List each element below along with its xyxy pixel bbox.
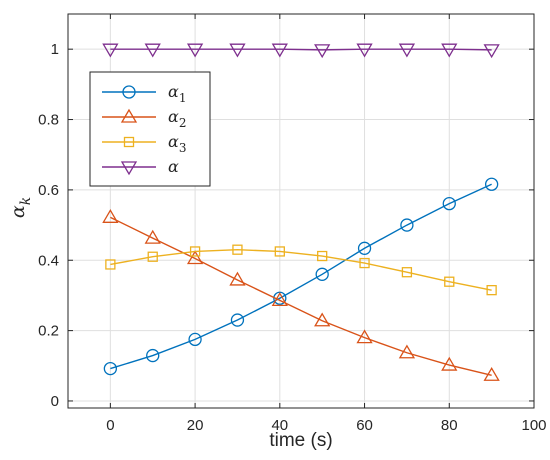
x-tick-label: 80 <box>441 417 458 434</box>
data-point <box>317 250 328 262</box>
data-point <box>441 43 458 58</box>
plot-frame <box>67 13 535 409</box>
x-tick-label: 60 <box>356 417 373 434</box>
data-point <box>147 251 158 262</box>
y-tick-label: 0.8 <box>38 112 59 129</box>
data-point <box>315 267 329 281</box>
data-point <box>146 348 160 363</box>
data-point <box>232 244 243 255</box>
x-tick-label: 20 <box>187 417 204 434</box>
data-point <box>186 43 204 58</box>
series-line <box>110 183 492 370</box>
data-point <box>442 196 456 211</box>
data-point <box>229 271 246 286</box>
data-point <box>356 43 373 58</box>
data-point <box>230 313 245 327</box>
data-point <box>483 44 500 59</box>
legend-item: α2 <box>102 107 186 130</box>
data-point <box>271 292 288 307</box>
legend-item: α <box>102 157 179 176</box>
data-point <box>144 43 161 58</box>
legend-marker <box>122 85 136 99</box>
legend-box <box>89 71 211 187</box>
data-point <box>398 43 416 58</box>
data-point <box>314 44 331 59</box>
y-axis-label-sub: k <box>18 197 34 205</box>
series-line <box>110 248 492 291</box>
series-1 <box>103 177 499 376</box>
ticks: 0 20 40 60 80 100 0 0.2 0.4 0.6 0.8 1 <box>38 14 547 434</box>
data-point <box>441 356 458 371</box>
data-point <box>398 344 416 359</box>
series-4 <box>102 43 500 59</box>
data-point <box>359 257 370 269</box>
data-point <box>401 267 413 278</box>
series-2 <box>102 209 500 381</box>
y-tick-label: 0.2 <box>38 323 59 340</box>
data-point <box>486 285 497 296</box>
series-line <box>110 48 492 51</box>
series-3 <box>105 244 497 296</box>
legend-marker <box>120 108 138 123</box>
x-tick-label: 40 <box>271 417 288 434</box>
data-point <box>444 276 455 287</box>
data-point <box>144 229 161 244</box>
y-tick-label: 0 <box>51 393 59 410</box>
legend-label: α <box>168 157 179 176</box>
data-point <box>271 43 288 58</box>
legend-marker <box>120 161 138 176</box>
data-point <box>400 218 414 232</box>
data-point <box>274 246 285 257</box>
data-point <box>189 246 201 257</box>
data-point <box>188 332 202 347</box>
y-axis-label-main: α <box>7 205 29 218</box>
data-point <box>357 241 372 255</box>
data-point <box>484 177 499 191</box>
x-tick-label: 0 <box>106 417 114 434</box>
data-point <box>186 250 204 265</box>
legend-item: α1 <box>102 82 186 105</box>
data-point <box>105 259 116 270</box>
data-point <box>102 43 119 58</box>
y-tick-label: 1 <box>51 41 59 58</box>
y-axis-label: αk <box>7 197 34 218</box>
svg-text:αk: αk <box>7 197 34 218</box>
legend-item: α3 <box>102 132 186 155</box>
legend-label: α1 <box>168 82 186 105</box>
data-point <box>356 329 373 344</box>
series-layer <box>102 43 500 381</box>
data-point <box>229 43 246 58</box>
data-point <box>102 209 119 223</box>
x-axis-label: time (s) <box>269 430 332 451</box>
legend-label: α3 <box>168 132 186 155</box>
data-point <box>314 312 331 327</box>
y-tick-label: 0.6 <box>38 182 59 199</box>
legend-label: α2 <box>168 107 186 130</box>
legend-marker <box>123 136 135 148</box>
x-tick-label: 100 <box>521 417 546 434</box>
series-line <box>110 216 492 376</box>
data-point <box>103 361 118 376</box>
y-tick-label: 0.4 <box>38 252 59 269</box>
data-point <box>483 366 500 381</box>
